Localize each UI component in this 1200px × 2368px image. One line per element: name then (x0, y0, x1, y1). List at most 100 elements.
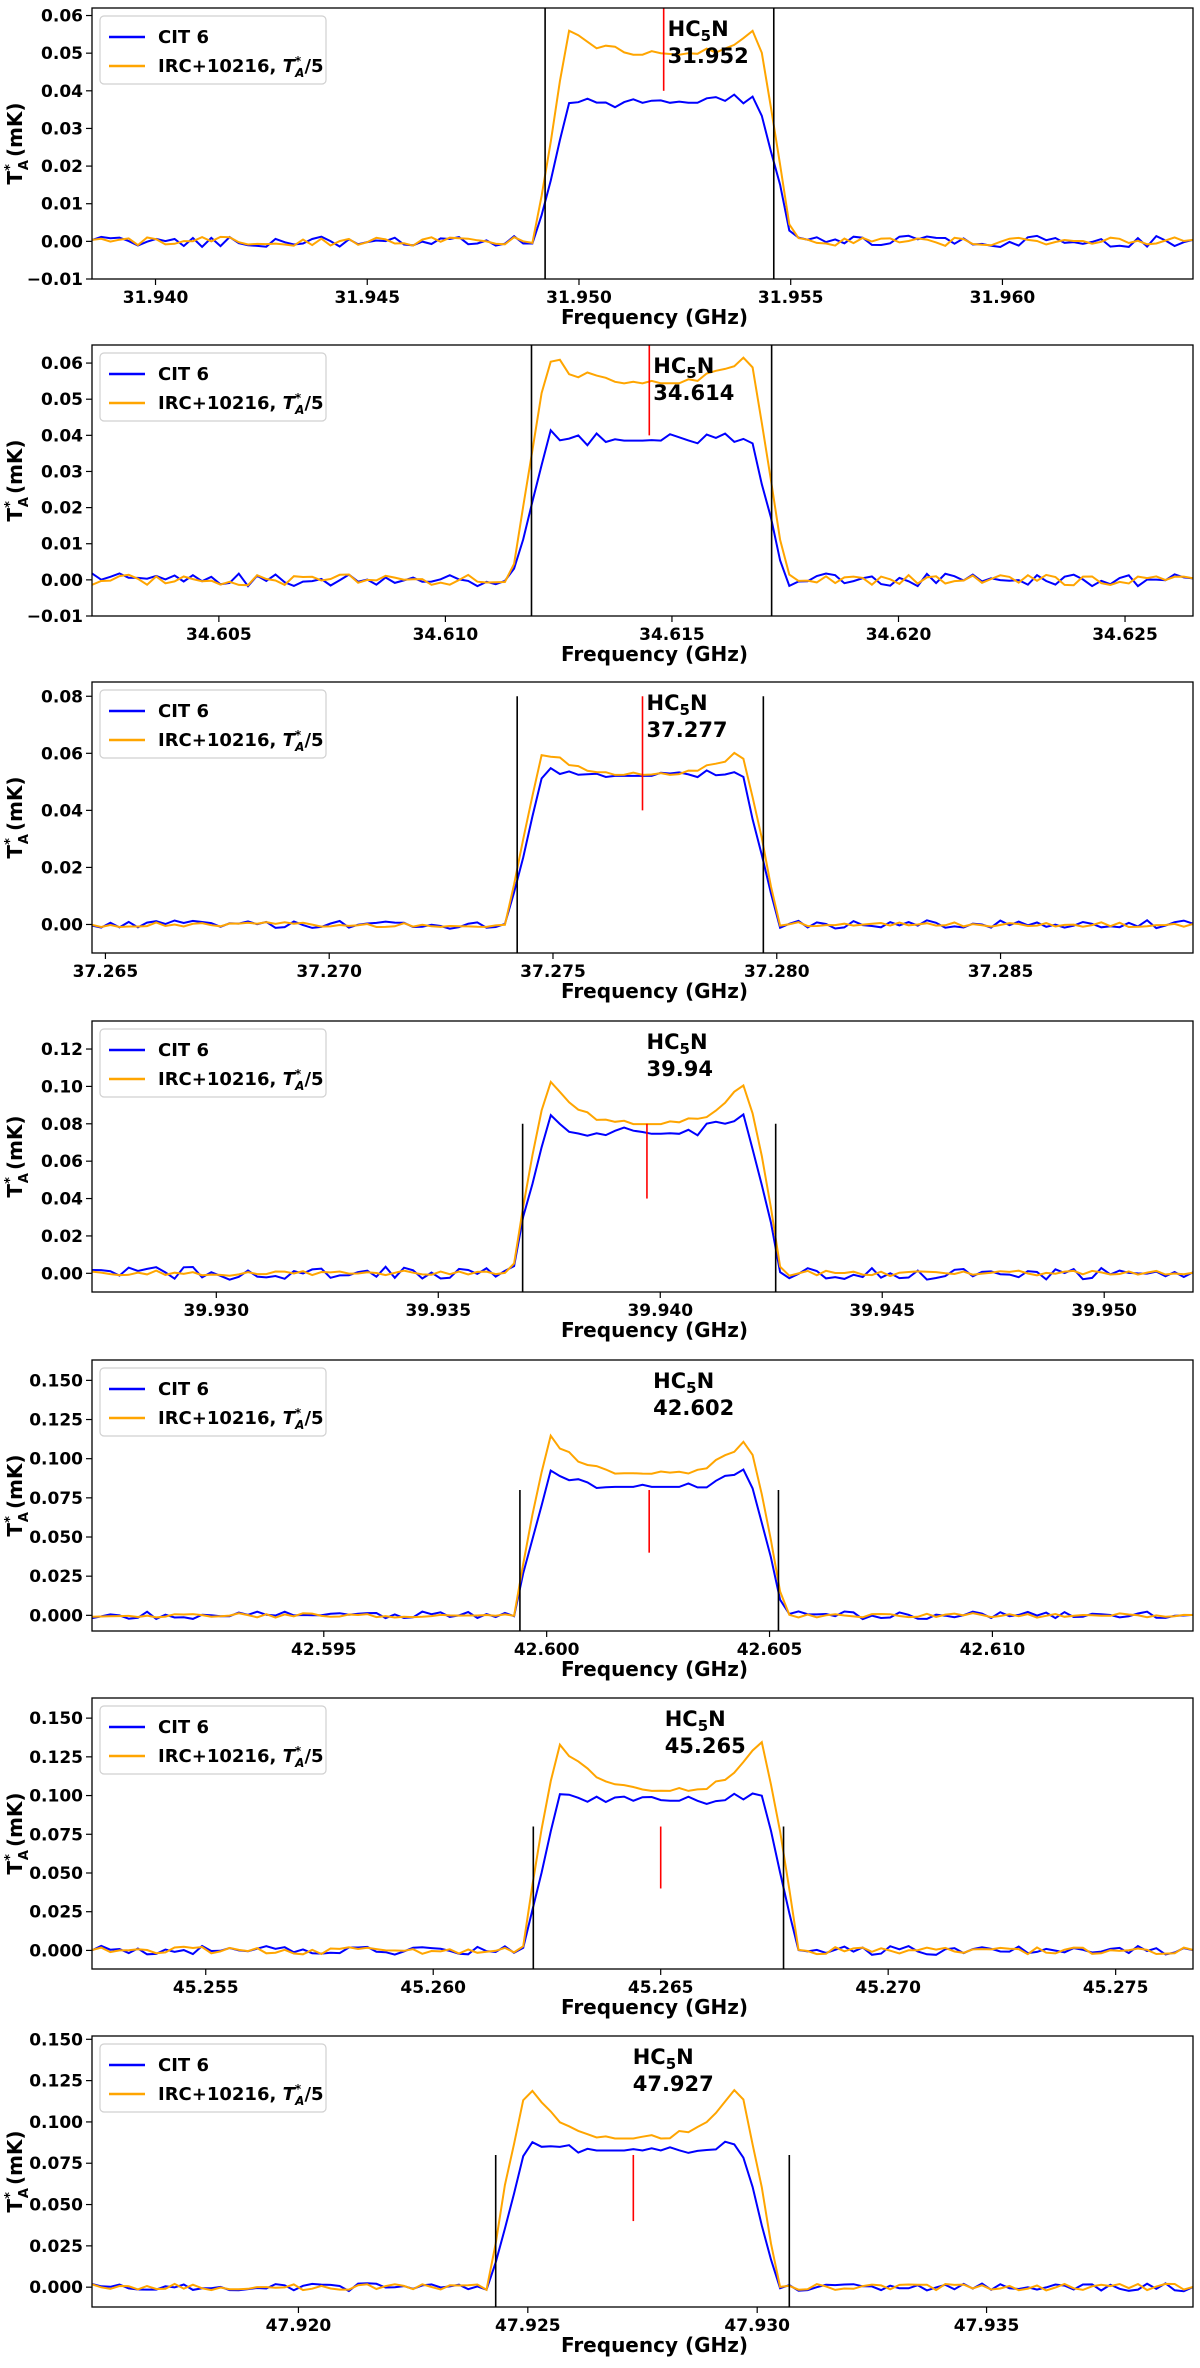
plot-frame (91, 1020, 1194, 1293)
y-tick-label: 0.08 (41, 687, 83, 707)
x-tick-label: 37.270 (296, 962, 362, 982)
x-axis-label: Frequency (GHz) (561, 979, 748, 1003)
y-tick-label: 0.12 (41, 1040, 83, 1060)
frequency-label: 42.602 (653, 1396, 734, 1420)
frequency-label: 45.265 (665, 1734, 746, 1758)
y-tick-label: 0.050 (29, 1528, 83, 1548)
y-tick-label: 0.000 (29, 2278, 83, 2298)
plot-area (92, 696, 1193, 953)
legend-label: IRC+10216, T* A/5 (158, 1406, 324, 1432)
x-tick-label: 34.625 (1092, 625, 1158, 645)
y-tick-label: 0.08 (41, 1115, 83, 1135)
y-tick-label: 0.100 (29, 1787, 83, 1807)
x-tick-label: 37.285 (968, 962, 1034, 982)
plot-frame (91, 681, 1194, 954)
y-tick-label: 0.075 (29, 1489, 83, 1509)
y-axis-label: T*A(mK) (3, 2130, 32, 2212)
x-tick-label: 31.945 (334, 288, 400, 308)
legend-label: IRC+10216, T* A/5 (158, 728, 324, 754)
y-axis-label: T*A(mK) (3, 439, 32, 521)
cit6-spectrum-line (92, 1792, 1193, 1956)
species-label: HC5N (633, 2045, 694, 2073)
y-tick-label: 0.04 (41, 426, 83, 446)
y-tick-label: 0.075 (29, 2154, 83, 2174)
legend-label: IRC+10216, T* A/5 (158, 54, 324, 80)
y-tick-label: 0.100 (29, 2113, 83, 2133)
y-tick-label: 0.03 (41, 119, 83, 139)
x-tick-label: 34.605 (186, 625, 252, 645)
y-axis-label: T*A(mK) (3, 1115, 32, 1197)
y-tick-label: −0.01 (27, 270, 83, 290)
y-axis-label: T*A(mK) (3, 776, 32, 858)
spectrum-panel-1: 31.940 31.945 31.950 31.955 31.960 −0.01 0.00 0… (3, 7, 1194, 329)
legend-label: IRC+10216, T* A/5 (158, 2082, 324, 2108)
y-tick-label: 0.100 (29, 1450, 83, 1470)
x-axis-label: Frequency (GHz) (561, 1318, 748, 1342)
y-tick-label: 0.06 (41, 354, 83, 374)
y-tick-label: 0.125 (29, 1411, 83, 1431)
plot-area (92, 345, 1193, 616)
x-tick-label: 34.620 (866, 625, 932, 645)
y-tick-label: 0.000 (29, 1941, 83, 1961)
species-label: HC5N (647, 691, 708, 719)
legend: CIT 6 IRC+10216, T* A/5 (99, 15, 327, 85)
x-tick-label: 37.280 (744, 962, 810, 982)
x-tick-label: 45.255 (173, 1978, 239, 1998)
y-tick-label: 0.075 (29, 1825, 83, 1845)
x-tick-label: 45.260 (400, 1978, 466, 1998)
frequency-label: 37.277 (647, 718, 728, 742)
x-tick-label: 47.925 (495, 2316, 561, 2336)
y-tick-label: 0.150 (29, 1709, 83, 1729)
irc10216-spectrum-line (92, 1433, 1193, 1619)
legend-label: IRC+10216, T* A/5 (158, 1744, 324, 1770)
y-tick-label: 0.02 (41, 157, 83, 177)
x-tick-label: 31.940 (123, 288, 189, 308)
plot-area (92, 1740, 1193, 1969)
y-tick-label: 0.050 (29, 2196, 83, 2216)
legend: CIT 6 IRC+10216, T* A/5 (99, 352, 327, 422)
y-tick-label: 0.06 (41, 1152, 83, 1172)
plot-area (92, 8, 1193, 279)
y-tick-label: 0.025 (29, 1567, 83, 1587)
x-axis-label: Frequency (GHz) (561, 305, 748, 329)
y-axis-label: T*A(mK) (3, 1454, 32, 1536)
y-tick-label: 0.06 (41, 744, 83, 764)
y-tick-label: 0.00 (41, 1264, 83, 1284)
x-tick-label: 42.610 (960, 1640, 1026, 1660)
spectrum-panel-7: 47.920 47.925 47.930 47.935 0.000 0.025 0.050 0… (3, 2030, 1194, 2357)
x-tick-label: 37.275 (520, 962, 586, 982)
x-tick-label: 39.930 (184, 1301, 250, 1321)
x-tick-label: 47.930 (724, 2316, 790, 2336)
y-tick-label: 0.01 (41, 195, 83, 215)
plot-area (92, 1433, 1193, 1631)
frequency-label: 47.927 (633, 2072, 714, 2096)
x-tick-label: 39.950 (1071, 1301, 1137, 1321)
x-tick-label: 31.955 (758, 288, 824, 308)
plot-frame (91, 1697, 1194, 1970)
spectrum-panel-2: 34.605 34.610 34.615 34.620 34.625 −0.01 0.00 0… (3, 344, 1194, 666)
legend-label: CIT 6 (158, 2055, 209, 2076)
spectrum-panel-5: 42.595 42.600 42.605 42.610 0.000 0.025 0.050 0… (3, 1359, 1194, 1681)
y-tick-label: 0.10 (41, 1077, 83, 1097)
species-label: HC5N (668, 17, 729, 45)
frequency-label: 31.952 (668, 44, 749, 68)
x-tick-label: 34.610 (413, 625, 479, 645)
spectrum-panel-6: 45.255 45.260 45.265 45.270 45.275 0.000 0.025… (3, 1697, 1194, 2019)
irc10216-spectrum-line (92, 356, 1193, 587)
x-tick-label: 42.605 (737, 1640, 803, 1660)
x-axis-label: Frequency (GHz) (561, 1995, 748, 2019)
y-tick-label: 0.04 (41, 1190, 83, 1210)
y-axis-label: T*A(mK) (3, 102, 32, 184)
legend-label: CIT 6 (158, 364, 209, 385)
plot-frame (91, 344, 1194, 617)
cit6-spectrum-line (92, 1468, 1193, 1621)
frequency-label: 34.614 (653, 381, 734, 405)
y-tick-label: 0.025 (29, 2237, 83, 2257)
x-tick-label: 47.920 (266, 2316, 332, 2336)
legend-label: CIT 6 (158, 1379, 209, 1400)
y-tick-label: 0.025 (29, 1903, 83, 1923)
y-tick-label: 0.05 (41, 390, 83, 410)
x-tick-label: 39.940 (627, 1301, 693, 1321)
legend-label: CIT 6 (158, 27, 209, 48)
